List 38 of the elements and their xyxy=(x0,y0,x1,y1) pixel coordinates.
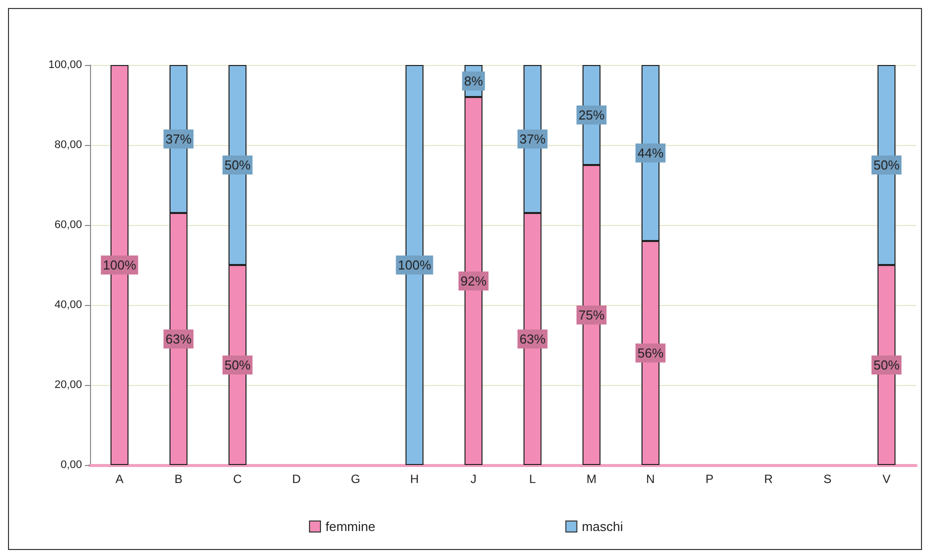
legend-label: maschi xyxy=(582,519,624,534)
y-tick-label: 0,00 xyxy=(60,459,82,471)
data-label: 100% xyxy=(398,258,432,272)
data-label: 50% xyxy=(224,358,251,372)
data-label: 44% xyxy=(637,146,664,160)
y-tick-label: 100,00 xyxy=(48,59,82,71)
x-tick-label: H xyxy=(410,472,419,486)
x-tick-label: S xyxy=(823,472,832,486)
data-label: 50% xyxy=(873,158,900,172)
data-label: 56% xyxy=(637,346,664,360)
x-tick-label: G xyxy=(350,472,360,486)
data-label: 50% xyxy=(873,358,900,372)
data-label: 92% xyxy=(460,274,487,288)
data-label: 63% xyxy=(519,332,546,346)
x-tick-label: J xyxy=(470,472,476,486)
x-tick-label: D xyxy=(292,472,302,486)
y-tick-label: 40,00 xyxy=(54,299,82,311)
data-label: 8% xyxy=(464,74,484,88)
x-tick-label: A xyxy=(115,472,124,486)
x-tick-label: N xyxy=(646,472,655,486)
y-tick-label: 80,00 xyxy=(54,139,82,151)
x-tick-label: C xyxy=(233,472,242,486)
data-label: 37% xyxy=(519,132,546,146)
x-tick-label: B xyxy=(174,472,183,486)
x-tick-label: P xyxy=(705,472,714,486)
data-label: 37% xyxy=(165,132,192,146)
y-tick-label: 20,00 xyxy=(54,379,82,391)
x-tick-label: M xyxy=(586,472,596,486)
data-label: 50% xyxy=(224,158,251,172)
data-label: 75% xyxy=(578,308,605,322)
x-tick-label: L xyxy=(529,472,536,486)
x-tick-label: R xyxy=(764,472,774,486)
data-label: 25% xyxy=(578,108,605,122)
x-tick-label: V xyxy=(882,472,891,486)
y-tick-label: 60,00 xyxy=(54,219,82,231)
data-label: 100% xyxy=(102,258,137,272)
data-label: 63% xyxy=(165,332,192,346)
legend-label: femmine xyxy=(325,519,376,534)
